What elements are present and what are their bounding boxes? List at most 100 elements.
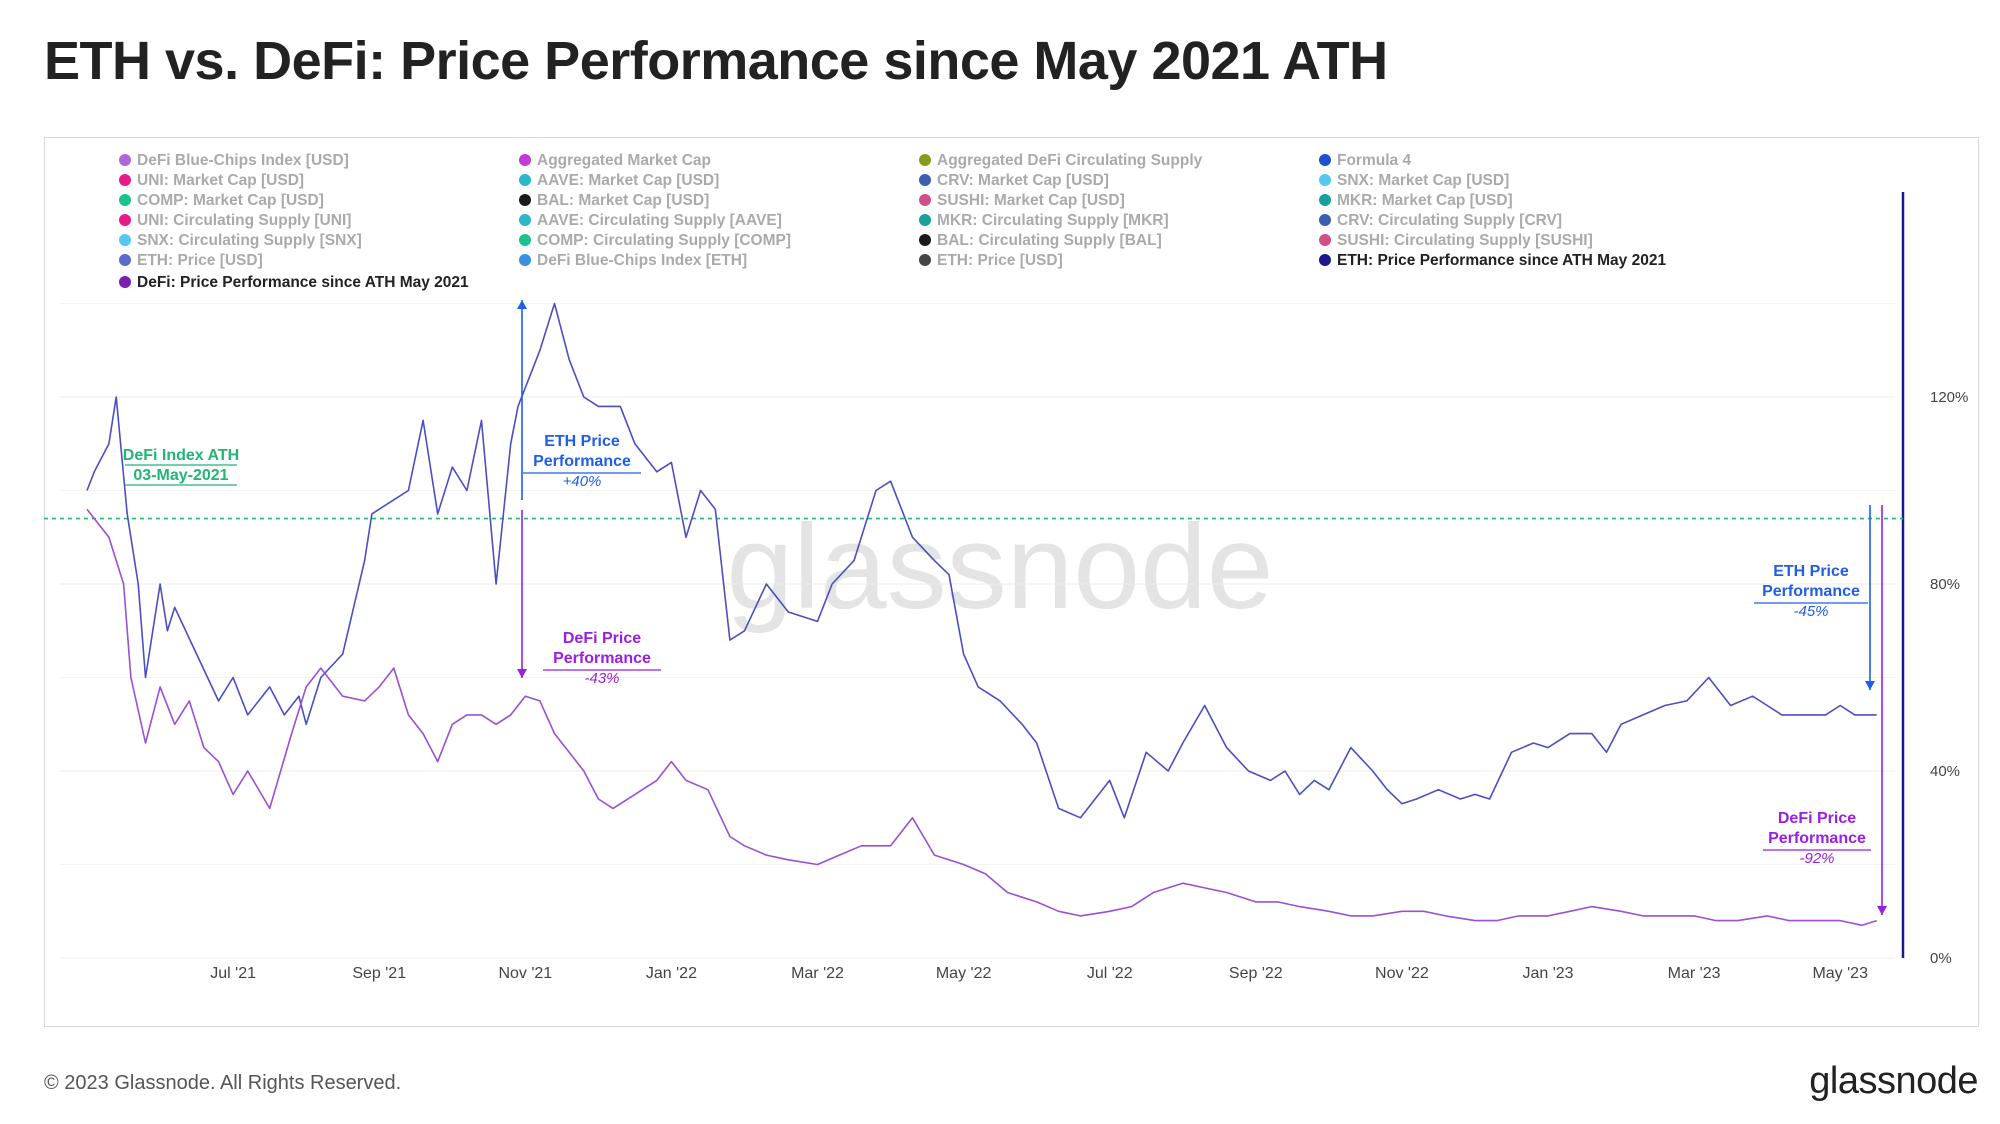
defi-may-annotation-text: DeFi Price — [1778, 810, 1856, 827]
legend-item[interactable]: UNI: Market Cap [USD] — [119, 172, 304, 189]
eth-may-annotation-text: ETH Price — [1773, 563, 1849, 580]
legend-dot — [1319, 194, 1331, 206]
legend-label: SUSHI: Market Cap [USD] — [937, 192, 1125, 209]
legend-dot — [1319, 154, 1331, 166]
ath-label: DeFi Index ATH — [123, 447, 239, 464]
legend-dot — [519, 154, 531, 166]
legend-label: AAVE: Market Cap [USD] — [537, 172, 719, 189]
legend-label: MKR: Market Cap [USD] — [1337, 192, 1513, 209]
legend-item[interactable]: COMP: Circulating Supply [COMP] — [519, 232, 791, 249]
legend-dot — [119, 234, 131, 246]
legend-dot — [1319, 214, 1331, 226]
x-tick-label: Sep '22 — [1229, 965, 1283, 982]
legend-dot — [919, 174, 931, 186]
legend-dot — [519, 174, 531, 186]
x-tick-label: Jan '23 — [1522, 965, 1573, 982]
x-tick-label: Mar '23 — [1668, 965, 1721, 982]
legend-label: Aggregated Market Cap — [537, 152, 711, 169]
chart-frame — [44, 137, 1979, 1027]
legend-label: SNX: Market Cap [USD] — [1337, 172, 1509, 189]
legend-item[interactable]: DeFi: Price Performance since ATH May 20… — [119, 274, 469, 291]
legend-item[interactable]: MKR: Circulating Supply [MKR] — [919, 212, 1169, 229]
legend-dot — [1319, 174, 1331, 186]
legend-item[interactable]: ETH: Price Performance since ATH May 202… — [1319, 252, 1666, 269]
ath-label: 03-May-2021 — [133, 467, 228, 484]
legend-dot — [119, 254, 131, 266]
legend-label: UNI: Circulating Supply [UNI] — [137, 212, 351, 229]
legend-item[interactable]: DeFi Blue-Chips Index [USD] — [119, 152, 349, 169]
glassnode-watermark: glassnode — [726, 500, 1273, 634]
legend-item[interactable]: ETH: Price [USD] — [119, 252, 263, 269]
defi-may-annotation-text: Performance — [1768, 830, 1866, 847]
defi-nov-annotation-text: DeFi Price — [563, 630, 641, 647]
legend-dot — [519, 194, 531, 206]
legend-item[interactable]: SNX: Market Cap [USD] — [1319, 172, 1509, 189]
legend-label: ETH: Price [USD] — [937, 252, 1063, 269]
defi-nov-arrow-head — [517, 669, 527, 678]
legend-item[interactable]: ETH: Price [USD] — [919, 252, 1063, 269]
legend-dot — [919, 234, 931, 246]
eth-may-arrow-head — [1865, 681, 1875, 690]
eth-nov-arrow-head — [517, 300, 527, 309]
legend-dot — [119, 194, 131, 206]
x-tick-label: Sep '21 — [352, 965, 406, 982]
legend-label: COMP: Market Cap [USD] — [137, 192, 324, 209]
legend-label: MKR: Circulating Supply [MKR] — [937, 212, 1169, 229]
legend-dot — [919, 154, 931, 166]
legend-item[interactable]: BAL: Circulating Supply [BAL] — [919, 232, 1162, 249]
legend-item[interactable]: Aggregated DeFi Circulating Supply — [919, 152, 1203, 169]
legend-item[interactable]: SUSHI: Market Cap [USD] — [919, 192, 1125, 209]
legend-item[interactable]: AAVE: Circulating Supply [AAVE] — [519, 212, 782, 229]
legend-label: BAL: Circulating Supply [BAL] — [937, 232, 1162, 249]
legend-item[interactable]: COMP: Market Cap [USD] — [119, 192, 324, 209]
x-tick-label: May '23 — [1812, 965, 1868, 982]
eth-nov-annotation-text: ETH Price — [544, 433, 620, 450]
legend-item[interactable]: DeFi Blue-Chips Index [ETH] — [519, 252, 747, 269]
legend-item[interactable]: MKR: Market Cap [USD] — [1319, 192, 1513, 209]
legend-dot — [119, 214, 131, 226]
legend-label: Aggregated DeFi Circulating Supply — [937, 152, 1203, 169]
x-tick-label: Nov '21 — [498, 965, 552, 982]
x-tick-label: Jan '22 — [646, 965, 697, 982]
legend-label: Formula 4 — [1337, 152, 1411, 169]
eth-nov-annotation-text: +40% — [563, 473, 602, 490]
y-tick-label: 80% — [1930, 576, 1960, 593]
legend-dot — [119, 174, 131, 186]
eth-may-annotation-text: -45% — [1793, 603, 1828, 620]
legend-item[interactable]: CRV: Circulating Supply [CRV] — [1319, 212, 1562, 229]
legend-dot — [519, 214, 531, 226]
page-title: ETH vs. DeFi: Price Performance since Ma… — [44, 31, 1388, 91]
legend-item[interactable]: Formula 4 — [1319, 152, 1411, 169]
eth-may-annotation-text: Performance — [1762, 583, 1860, 600]
legend-label: CRV: Circulating Supply [CRV] — [1337, 212, 1562, 229]
legend-label: ETH: Price [USD] — [137, 252, 263, 269]
legend-label: DeFi Blue-Chips Index [ETH] — [537, 252, 747, 269]
legend-item[interactable]: SNX: Circulating Supply [SNX] — [119, 232, 362, 249]
legend-item[interactable]: CRV: Market Cap [USD] — [919, 172, 1109, 189]
legend-label: BAL: Market Cap [USD] — [537, 192, 709, 209]
legend-label: CRV: Market Cap [USD] — [937, 172, 1109, 189]
legend-item[interactable]: BAL: Market Cap [USD] — [519, 192, 709, 209]
y-tick-label: 120% — [1930, 389, 1968, 406]
y-tick-label: 40% — [1930, 763, 1960, 780]
legend-dot — [119, 276, 131, 288]
legend-label: SNX: Circulating Supply [SNX] — [137, 232, 362, 249]
legend-dot — [119, 154, 131, 166]
defi-may-arrow-head — [1877, 906, 1887, 915]
legend-dot — [1319, 254, 1331, 266]
defi-nov-annotation-text: -43% — [584, 670, 619, 687]
x-tick-label: Mar '22 — [791, 965, 844, 982]
legend-label: UNI: Market Cap [USD] — [137, 172, 304, 189]
legend-item[interactable]: Aggregated Market Cap — [519, 152, 711, 169]
legend-item[interactable]: SUSHI: Circulating Supply [SUSHI] — [1319, 232, 1593, 249]
x-tick-label: May '22 — [936, 965, 992, 982]
legend-item[interactable]: AAVE: Market Cap [USD] — [519, 172, 719, 189]
footer-copyright: © 2023 Glassnode. All Rights Reserved. — [44, 1072, 402, 1094]
legend-label: AAVE: Circulating Supply [AAVE] — [537, 212, 782, 229]
legend-dot — [519, 234, 531, 246]
legend-item[interactable]: UNI: Circulating Supply [UNI] — [119, 212, 351, 229]
defi-nov-annotation-text: Performance — [553, 650, 651, 667]
legend-label: COMP: Circulating Supply [COMP] — [537, 232, 791, 249]
legend-label: SUSHI: Circulating Supply [SUSHI] — [1337, 232, 1593, 249]
defi-may-annotation-text: -92% — [1799, 850, 1834, 867]
